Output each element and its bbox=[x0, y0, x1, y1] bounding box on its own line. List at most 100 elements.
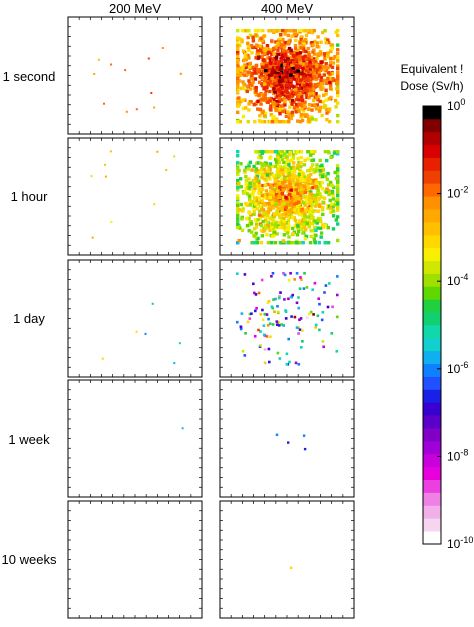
dose-cell bbox=[282, 120, 286, 124]
dose-cell bbox=[287, 297, 290, 301]
dose-cell bbox=[322, 345, 325, 349]
dose-cell bbox=[320, 67, 325, 71]
dose-cell bbox=[315, 70, 320, 75]
dose-cell bbox=[316, 192, 320, 197]
dose-cell bbox=[320, 163, 324, 167]
dose-cell bbox=[262, 163, 267, 167]
dose-cell bbox=[311, 43, 315, 47]
dose-cell bbox=[336, 238, 340, 243]
dose-cell bbox=[295, 195, 299, 199]
dose-cell bbox=[282, 225, 287, 229]
dose-cell bbox=[326, 226, 330, 230]
dose-cell bbox=[304, 194, 308, 199]
dose-cell bbox=[240, 312, 244, 315]
dose-cell bbox=[268, 58, 273, 62]
dose-cell bbox=[328, 64, 332, 68]
dose-cell bbox=[269, 82, 273, 86]
dose-cell bbox=[321, 311, 325, 314]
dose-cell bbox=[266, 168, 270, 172]
panel-ticks bbox=[220, 380, 354, 497]
dose-cell bbox=[297, 306, 300, 310]
dose-cell bbox=[279, 67, 283, 71]
panel-frame bbox=[67, 137, 203, 256]
dose-cell bbox=[255, 198, 259, 202]
dose-cell bbox=[319, 63, 323, 67]
dose-cell bbox=[272, 52, 276, 56]
dose-cell bbox=[303, 114, 308, 118]
dose-cell bbox=[283, 207, 288, 211]
dose-cell bbox=[262, 34, 267, 38]
dose-cell bbox=[93, 73, 96, 75]
dose-cell bbox=[324, 107, 329, 112]
dose-cell bbox=[270, 217, 274, 222]
column-headers: 200 MeV 400 MeV bbox=[109, 1, 313, 16]
dose-cell bbox=[259, 344, 262, 347]
dose-cell bbox=[247, 186, 251, 190]
dose-cell bbox=[252, 212, 256, 216]
dose-cell bbox=[266, 193, 270, 197]
dose-cell bbox=[275, 66, 280, 70]
colorbar-ticks: 100 10-2 10-4 10-6 10-8 10-10 bbox=[437, 97, 473, 551]
dose-cell bbox=[309, 229, 313, 233]
dose-cell bbox=[324, 92, 328, 96]
dose-cell bbox=[268, 183, 273, 187]
dose-cell bbox=[284, 114, 289, 118]
dose-cell bbox=[268, 177, 272, 181]
dose-cell bbox=[333, 99, 338, 103]
dose-cell bbox=[260, 278, 264, 282]
dose-cell bbox=[249, 43, 254, 48]
dose-cell bbox=[248, 203, 252, 207]
dose-cell bbox=[268, 89, 272, 94]
colorbar-band bbox=[423, 273, 441, 287]
dose-cell bbox=[279, 206, 283, 211]
dose-cell bbox=[256, 107, 260, 111]
dose-cell bbox=[334, 218, 338, 222]
dose-cell bbox=[241, 86, 245, 91]
dose-cell bbox=[260, 193, 265, 198]
dose-cell bbox=[280, 204, 284, 208]
dose-cell bbox=[326, 71, 331, 75]
dose-cell bbox=[268, 198, 272, 202]
dose-cell bbox=[336, 193, 340, 198]
dose-cell bbox=[275, 99, 279, 104]
dose-cell bbox=[292, 165, 296, 169]
dose-cell bbox=[312, 313, 315, 316]
dose-cell bbox=[247, 194, 252, 198]
dose-cell bbox=[258, 114, 262, 118]
dose-cell bbox=[284, 40, 288, 45]
dose-cell bbox=[257, 291, 261, 295]
dose-cell bbox=[283, 52, 287, 56]
dose-cell bbox=[304, 186, 309, 191]
dose-cell bbox=[292, 60, 296, 64]
dose-cell bbox=[271, 164, 275, 169]
dose-cell bbox=[307, 70, 311, 75]
dose-cell bbox=[280, 195, 285, 200]
dose-cell bbox=[259, 155, 263, 160]
dose-cell bbox=[270, 305, 274, 308]
dose-cell bbox=[323, 291, 326, 294]
dose-cell bbox=[336, 205, 340, 209]
dose-cell bbox=[317, 84, 321, 88]
dose-cell bbox=[291, 66, 295, 70]
dose-cell bbox=[260, 187, 265, 192]
dose-cell bbox=[334, 176, 339, 181]
dose-cell bbox=[275, 170, 280, 174]
dose-cell bbox=[299, 276, 302, 279]
dose-cell bbox=[253, 179, 257, 183]
dose-cell bbox=[324, 41, 328, 45]
dose-cell bbox=[316, 73, 320, 77]
colorbar-frame bbox=[422, 105, 442, 545]
dose-cell bbox=[267, 347, 271, 351]
dose-cell bbox=[298, 197, 303, 201]
dose-cell bbox=[319, 40, 323, 44]
dose-cell bbox=[319, 60, 324, 64]
dose-cell bbox=[236, 78, 240, 82]
dose-cell bbox=[273, 120, 277, 124]
dose-cell bbox=[310, 203, 314, 207]
dose-cell bbox=[309, 166, 313, 170]
dose-cell bbox=[317, 94, 321, 99]
dose-cell bbox=[286, 33, 290, 38]
dose-cell bbox=[277, 324, 281, 327]
dose-cell bbox=[268, 99, 272, 103]
dose-cell bbox=[309, 65, 313, 69]
